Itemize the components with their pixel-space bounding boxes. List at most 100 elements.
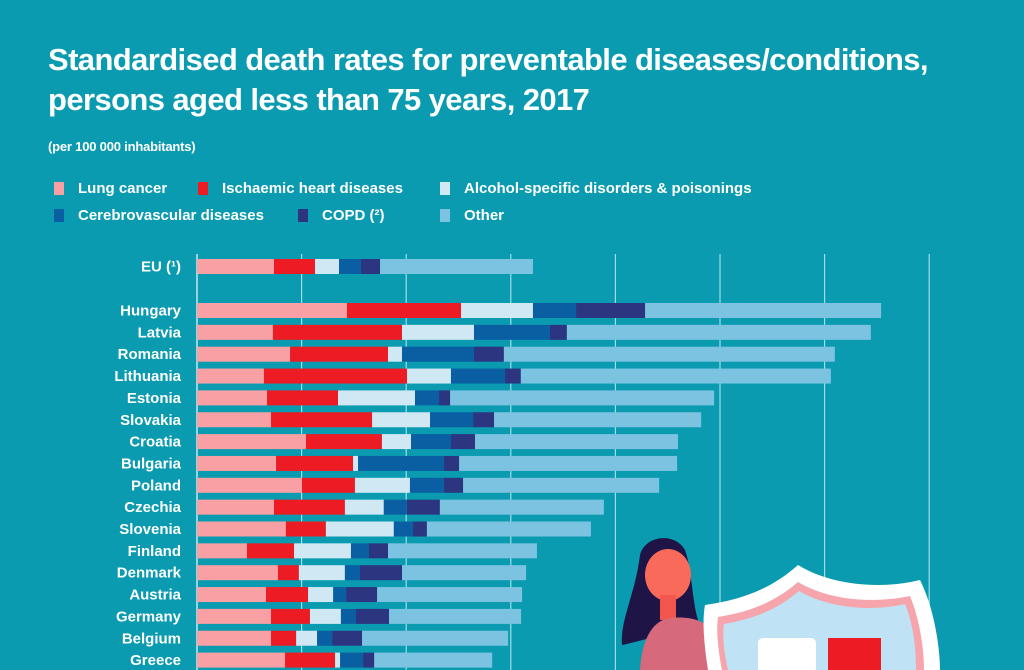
legend-swatch-other: [440, 209, 450, 222]
bar-segment-lung-cancer: [197, 652, 286, 668]
category-label: Croatia: [129, 434, 181, 451]
bar-segment-other: [377, 587, 523, 603]
bar-segment-lung-cancer: [197, 259, 274, 274]
bar-segment-ischaemic-heart-diseases: [302, 477, 355, 493]
bar-row: [197, 324, 871, 340]
bar-segment-lung-cancer: [197, 543, 247, 559]
bar-row: [197, 259, 533, 274]
bar-segment-copd: [444, 455, 460, 471]
bar-segment-cerebrovascular-diseases: [414, 390, 440, 406]
bar-segment-copd: [332, 630, 363, 646]
bar-segment-copd: [576, 303, 646, 318]
category-label: Germany: [116, 608, 182, 625]
legend-swatch-copd: [298, 209, 308, 222]
bar-segment-ischaemic-heart-diseases: [346, 303, 462, 318]
bar-row: [197, 455, 678, 471]
bar-segment-alcohol-specific-disorders-poisonings: [372, 412, 431, 428]
bar-segment-cerebrovascular-diseases: [339, 259, 362, 274]
legend-item-ischaemic: Ischaemic heart diseases: [198, 180, 403, 197]
bar-segment-other: [475, 434, 678, 450]
bar-row: [197, 587, 523, 603]
bar-segment-alcohol-specific-disorders-poisonings: [338, 390, 415, 406]
category-label: Lithuania: [114, 368, 181, 385]
legend-item-other: Other: [440, 207, 504, 224]
bar-segment-other: [459, 455, 678, 471]
bar-row: [197, 521, 591, 537]
bar-segment-ischaemic-heart-diseases: [273, 499, 345, 515]
bar-segment-lung-cancer: [197, 346, 291, 362]
bar-segment-cerebrovascular-diseases: [532, 303, 577, 318]
category-label: Slovakia: [120, 412, 182, 429]
bar-segment-cerebrovascular-diseases: [358, 455, 445, 471]
bar-segment-alcohol-specific-disorders-poisonings: [298, 565, 345, 581]
bar-segment-other: [402, 565, 527, 581]
bar-segment-alcohol-specific-disorders-poisonings: [353, 455, 359, 471]
bar-row: [197, 630, 509, 646]
bar-segment-other: [380, 259, 533, 274]
bar-segment-alcohol-specific-disorders-poisonings: [461, 303, 533, 318]
bar-segment-lung-cancer: [197, 477, 303, 493]
bar-row: [197, 499, 604, 515]
bar-row: [197, 652, 493, 668]
legend-label: Other: [464, 207, 505, 224]
bar-segment-cerebrovascular-diseases: [350, 543, 369, 559]
category-label: Estonia: [127, 390, 182, 407]
category-label: EU (¹): [141, 259, 181, 276]
bar-segment-copd: [473, 412, 495, 428]
bar-segment-cerebrovascular-diseases: [383, 499, 407, 515]
bar-segment-alcohol-specific-disorders-poisonings: [308, 587, 334, 603]
bar-segment-lung-cancer: [197, 303, 347, 318]
bar-segment-ischaemic-heart-diseases: [266, 587, 309, 603]
bar-segment-other: [389, 608, 522, 624]
bar-segment-lung-cancer: [197, 521, 286, 537]
legend-item-cerebrovascular: Cerebrovascular diseases: [54, 207, 264, 224]
bar-segment-copd: [368, 543, 388, 559]
category-label: Poland: [131, 477, 181, 494]
legend-item-copd: COPD (²): [298, 207, 385, 224]
bar-segment-other: [494, 412, 702, 428]
woman-neck: [660, 595, 676, 620]
bar-segment-ischaemic-heart-diseases: [290, 346, 388, 362]
bar-segment-cerebrovascular-diseases: [340, 652, 364, 668]
legend-label: COPD (²): [322, 207, 385, 224]
legend-swatch-cerebrovascular: [54, 209, 64, 222]
bar-segment-copd: [412, 521, 427, 537]
bar-row: [197, 608, 522, 624]
chart-subtitle: (per 100 000 inhabitants): [48, 139, 196, 154]
woman-with-shield-illustration: [621, 538, 940, 670]
bar-row: [197, 543, 537, 559]
bar-segment-alcohol-specific-disorders-poisonings: [402, 324, 474, 340]
bar-segment-alcohol-specific-disorders-poisonings: [335, 652, 341, 668]
bar-segment-alcohol-specific-disorders-poisonings: [381, 434, 412, 450]
bar-segment-ischaemic-heart-diseases: [285, 521, 326, 537]
bar-segment-copd: [504, 368, 521, 384]
bar-segment-copd: [346, 587, 378, 603]
bar-segment-cerebrovascular-diseases: [409, 477, 445, 493]
bar-segment-lung-cancer: [197, 455, 277, 471]
bar-segment-cerebrovascular-diseases: [411, 434, 451, 450]
bar-segment-other: [426, 521, 591, 537]
bar-segment-lung-cancer: [197, 412, 272, 428]
bar-segment-cerebrovascular-diseases: [430, 412, 474, 428]
bar-segment-lung-cancer: [197, 499, 274, 515]
woman-figure: [621, 538, 720, 670]
shield-icon: [703, 565, 940, 670]
category-label: Czechia: [124, 499, 181, 516]
bar-segment-other: [463, 477, 660, 493]
bar-row: [197, 346, 835, 362]
bar-segment-lung-cancer: [197, 587, 267, 603]
bars: [197, 259, 882, 668]
category-label: Denmark: [117, 565, 182, 582]
woman-face: [645, 549, 691, 601]
bar-segment-ischaemic-heart-diseases: [271, 412, 373, 428]
bar-segment-cerebrovascular-diseases: [340, 608, 356, 624]
bar-segment-ischaemic-heart-diseases: [272, 324, 403, 340]
category-label: Finland: [128, 543, 181, 560]
bar-segment-copd: [439, 390, 451, 406]
bar-segment-other: [520, 368, 831, 384]
category-label: Latvia: [138, 324, 182, 341]
legend-swatch-ischaemic: [198, 182, 208, 195]
bar-segment-ischaemic-heart-diseases: [277, 565, 299, 581]
category-label: Belgium: [122, 630, 181, 647]
